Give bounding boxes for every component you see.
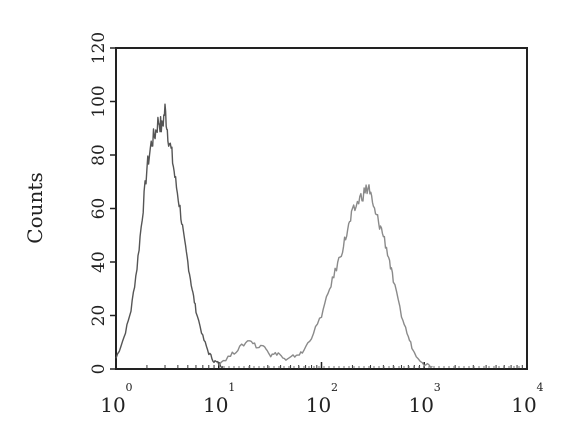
x-tick-exponent: 3 (434, 381, 441, 394)
y-axis: 0 20 40 60 80 100 120 (89, 32, 116, 375)
y-tick-label: 120 (89, 32, 109, 64)
x-tick-label: 104 (511, 381, 543, 417)
y-tick-label: 0 (89, 364, 109, 375)
y-tick-label: 80 (89, 144, 109, 166)
y-tick-label: 100 (89, 85, 109, 117)
x-tick-base: 10 (100, 393, 125, 417)
plot-frame (115, 47, 528, 370)
series-layer (115, 103, 523, 369)
series-line (115, 103, 224, 369)
x-tick-base: 10 (203, 393, 228, 417)
x-tick-base: 10 (409, 393, 434, 417)
x-tick-label: 102 (306, 381, 338, 417)
x-tick-exponent: 4 (537, 381, 544, 394)
y-tick-label: 40 (89, 251, 109, 273)
x-tick-label: 100 (100, 381, 132, 417)
y-tick-label: 60 (89, 198, 109, 220)
series-line (218, 184, 433, 369)
x-tick-base: 10 (306, 393, 331, 417)
x-tick-exponent: 1 (228, 381, 235, 394)
x-tick-label: 103 (409, 381, 441, 417)
y-tick-label: 20 (89, 305, 109, 327)
x-tick-label: 101 (203, 381, 235, 417)
x-tick-base: 10 (511, 393, 536, 417)
y-axis-label: Counts (23, 172, 47, 243)
x-tick-exponent: 0 (126, 381, 133, 394)
x-tick-exponent: 2 (331, 381, 338, 394)
